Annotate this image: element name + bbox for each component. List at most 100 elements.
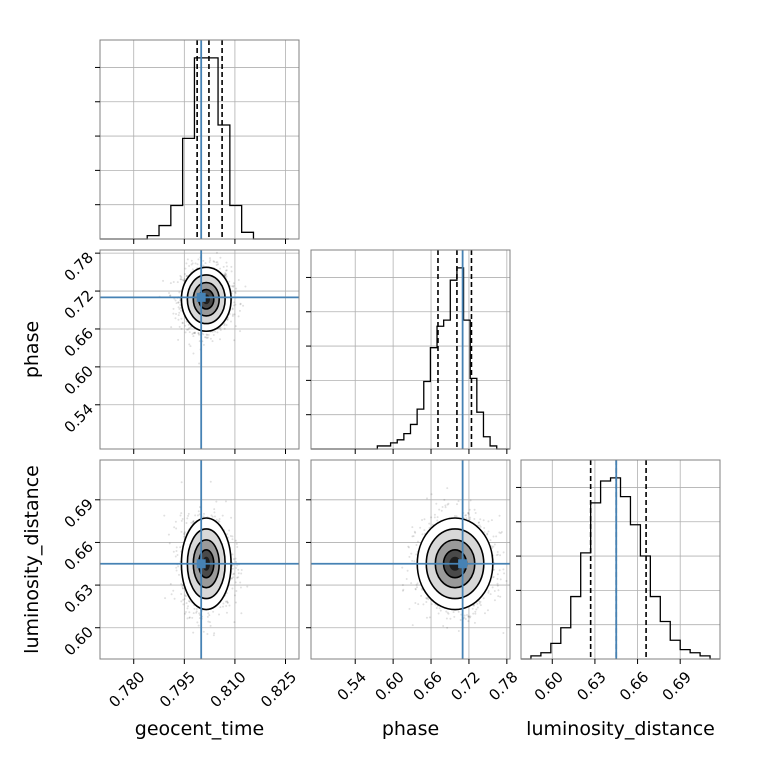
- sample-point: [222, 602, 225, 605]
- panel-frame: [310, 249, 511, 450]
- sample-point: [411, 559, 414, 562]
- x-tick-label: 0.63: [573, 668, 609, 704]
- sample-point: [213, 632, 216, 635]
- sample-point: [191, 262, 194, 265]
- sample-point: [449, 617, 452, 620]
- sample-point: [498, 514, 501, 517]
- sample-point: [238, 309, 241, 312]
- sample-point: [463, 614, 466, 617]
- sample-point: [180, 327, 183, 330]
- sample-point: [218, 517, 221, 520]
- sample-point: [502, 551, 505, 554]
- sample-point: [489, 593, 492, 596]
- sample-point: [176, 281, 179, 284]
- sample-point: [495, 535, 498, 538]
- sample-point: [234, 303, 237, 306]
- sample-point: [416, 582, 419, 585]
- sample-point: [482, 597, 485, 600]
- sample-point: [180, 317, 183, 320]
- sample-point: [414, 588, 417, 591]
- joint-panel-phase-luminosity_distance: [311, 460, 537, 659]
- sample-point: [414, 587, 417, 590]
- y-axis-label-phase: phase: [21, 321, 43, 378]
- sample-point: [175, 302, 178, 305]
- sample-point: [405, 578, 408, 581]
- sample-point: [213, 511, 216, 514]
- sample-point: [206, 615, 209, 618]
- sample-point: [483, 527, 486, 530]
- sample-point: [237, 315, 240, 318]
- sample-point: [226, 601, 229, 604]
- sample-point: [198, 513, 201, 516]
- sample-point: [487, 520, 490, 523]
- sample-point: [465, 517, 468, 520]
- sample-point: [223, 327, 226, 330]
- sample-point: [206, 633, 209, 636]
- sample-point: [178, 325, 181, 328]
- sample-point: [206, 333, 209, 336]
- sample-point: [463, 616, 466, 619]
- sample-point: [202, 333, 205, 336]
- sample-point: [468, 616, 471, 619]
- frame-layer: [99, 39, 721, 660]
- sample-point: [468, 518, 471, 521]
- sample-point: [455, 515, 458, 518]
- sample-point: [202, 630, 205, 633]
- sample-point: [170, 326, 173, 329]
- y-tick-label: 0.60: [61, 362, 97, 398]
- x-tick-label: 0.810: [207, 668, 250, 711]
- label-layer: geocent_time phase luminosity_distancephas…: [21, 321, 715, 740]
- sample-point: [181, 278, 184, 281]
- sample-point: [175, 569, 178, 572]
- sample-point: [535, 584, 537, 586]
- sample-point: [197, 258, 200, 261]
- sample-point: [174, 520, 177, 523]
- sample-point: [240, 612, 243, 615]
- sample-point: [493, 568, 496, 571]
- sample-point: [185, 275, 188, 278]
- sample-point: [225, 269, 228, 272]
- sample-point: [457, 610, 460, 613]
- sample-point: [473, 604, 476, 607]
- sample-point: [179, 514, 182, 517]
- sample-point: [425, 601, 428, 604]
- sample-point: [169, 582, 172, 585]
- sample-point: [498, 569, 501, 572]
- sample-point: [231, 535, 234, 538]
- sample-point: [497, 595, 500, 598]
- sample-point: [173, 597, 176, 600]
- sample-point: [457, 630, 460, 633]
- sample-point: [182, 598, 185, 601]
- x-tick-label: 0.54: [334, 668, 370, 704]
- sample-point: [493, 599, 496, 602]
- sample-point: [208, 614, 211, 617]
- sample-point: [478, 602, 481, 605]
- sample-point: [187, 600, 190, 603]
- sample-point: [219, 256, 222, 259]
- sample-point: [167, 533, 170, 536]
- sample-point: [172, 550, 175, 553]
- sample-point: [194, 332, 197, 335]
- sample-point: [483, 612, 486, 615]
- sample-point: [215, 500, 218, 503]
- panel-frame: [99, 459, 300, 660]
- sample-point: [491, 576, 494, 579]
- sample-point: [197, 624, 200, 627]
- sample-point: [444, 506, 447, 509]
- sample-point: [499, 554, 502, 557]
- sample-point: [184, 267, 187, 270]
- sample-point: [207, 336, 210, 339]
- sample-point: [468, 508, 471, 511]
- sample-point: [490, 545, 493, 548]
- sample-point: [192, 332, 195, 335]
- sample-point: [444, 504, 447, 507]
- sample-point: [486, 609, 489, 612]
- sample-point: [235, 287, 238, 290]
- sample-point: [183, 278, 186, 281]
- sample-point: [408, 546, 411, 549]
- sample-point: [487, 591, 490, 594]
- sample-point: [467, 615, 470, 618]
- sample-point: [181, 587, 184, 590]
- sample-point: [177, 338, 180, 341]
